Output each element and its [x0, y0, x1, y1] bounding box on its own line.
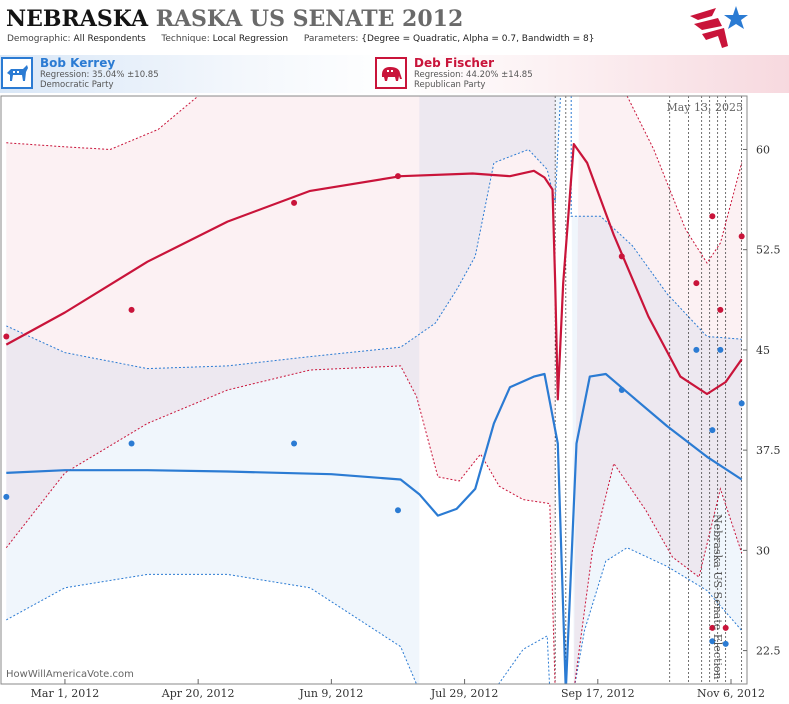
fischer-poll-point — [717, 306, 724, 313]
candidate-regression: Regression: 44.20% ±14.85 — [414, 70, 533, 80]
demographic-label: Demographic: — [7, 34, 71, 44]
site-watermark: HowWillAmericaVote.com — [6, 669, 134, 680]
fischer-poll-point — [722, 624, 729, 631]
technique-value: Local Regression — [212, 34, 289, 44]
kerrey-poll-point — [717, 346, 724, 353]
y-tick-label: 60 — [756, 143, 770, 156]
demographic-value: All Respondents — [73, 34, 146, 44]
candidate-name: Bob Kerrey — [40, 56, 116, 70]
kerrey-poll-point — [709, 427, 716, 434]
candidate-regression: Regression: 35.04% ±10.85 — [40, 70, 159, 80]
plot-area — [3, 96, 745, 684]
fischer-poll-point — [618, 253, 625, 260]
band-edge-lower_band_b — [498, 635, 550, 684]
fischer-poll-point — [291, 199, 298, 206]
parameters-label: Parameters: — [303, 34, 359, 44]
fischer-poll-point — [3, 333, 10, 340]
kerrey-poll-point — [3, 493, 10, 500]
fischer-poll-point — [394, 173, 401, 180]
kerrey-poll-point — [722, 640, 729, 647]
fischer-poll-point — [693, 280, 700, 287]
x-tick-label: Sep 17, 2012 — [561, 687, 635, 700]
generated-date-label: May 13, 2025 — [666, 101, 743, 114]
kerrey-poll-point — [618, 387, 625, 393]
header: NEBRASKA RASKA US SENATE 2012 Demographi… — [0, 0, 789, 52]
technique-label: Technique: — [161, 34, 210, 44]
y-tick-label: 22.5 — [756, 645, 781, 658]
y-tick-label: 52.5 — [756, 244, 781, 257]
band-edge-band_c_upper — [579, 96, 743, 264]
band-edge-band_c_upper — [570, 96, 742, 340]
parameters-line: Demographic: All Respondents Technique: … — [7, 34, 594, 44]
donkey-icon — [1, 57, 33, 89]
y-tick-label: 45 — [756, 344, 770, 357]
x-tick-label: Nov 6, 2012 — [697, 687, 765, 700]
confidence-band-late-fischer — [573, 96, 742, 684]
title-race: RASKA US SENATE 2012 — [155, 6, 464, 32]
x-tick-label: Jun 9, 2012 — [298, 687, 363, 700]
band-edge-band_c_lower — [574, 462, 743, 684]
parameters-value: {Degree = Quadratic, Alpha = 0.7, Bandwi… — [361, 34, 595, 44]
x-tick-label: Mar 1, 2012 — [31, 687, 100, 700]
y-tick-label: 30 — [756, 544, 770, 557]
site-logo-icon — [690, 6, 748, 48]
fischer-poll-point — [709, 624, 716, 631]
confidence-band-late-kerrey — [571, 96, 742, 684]
kerrey-trend-line — [6, 372, 743, 684]
fischer-poll-point — [709, 213, 716, 220]
election-side-label: Nebraska US Senate Election — [711, 514, 724, 680]
kerrey-poll-point — [128, 440, 135, 447]
y-tick-label: 37.5 — [756, 444, 781, 457]
candidate-legend: Bob Kerrey Regression: 35.04% ±10.85 Dem… — [0, 55, 789, 93]
candidate-party: Democratic Party — [40, 80, 114, 90]
kerrey-poll-point — [738, 400, 745, 407]
fischer-poll-point — [738, 233, 745, 240]
candidate-name: Deb Fischer — [414, 56, 495, 70]
band-edge-lower_band — [5, 365, 556, 684]
band-edge-upper_band — [6, 96, 199, 151]
kerrey-poll-point — [693, 346, 700, 353]
page-title: NEBRASKA RASKA US SENATE 2012 — [6, 6, 463, 32]
x-tick-label: Apr 20, 2012 — [161, 687, 235, 700]
elephant-icon — [375, 57, 407, 89]
fischer-trend-line — [5, 143, 743, 401]
kerrey-poll-point — [709, 638, 716, 645]
fischer-poll-point — [128, 306, 135, 313]
kerrey-poll-point — [394, 507, 401, 514]
confidence-band-fischer — [6, 96, 556, 684]
kerrey-poll-point — [291, 440, 298, 447]
title-state: NEBRASKA — [6, 6, 149, 32]
plot-frame — [0, 95, 748, 685]
band-edge-band_c_lower — [574, 547, 743, 684]
x-tick-label: Jul 29, 2012 — [430, 687, 499, 700]
confidence-band-kerrey — [6, 96, 561, 684]
candidate-party: Republican Party — [414, 80, 486, 90]
band-edge-upper_band — [6, 96, 561, 370]
